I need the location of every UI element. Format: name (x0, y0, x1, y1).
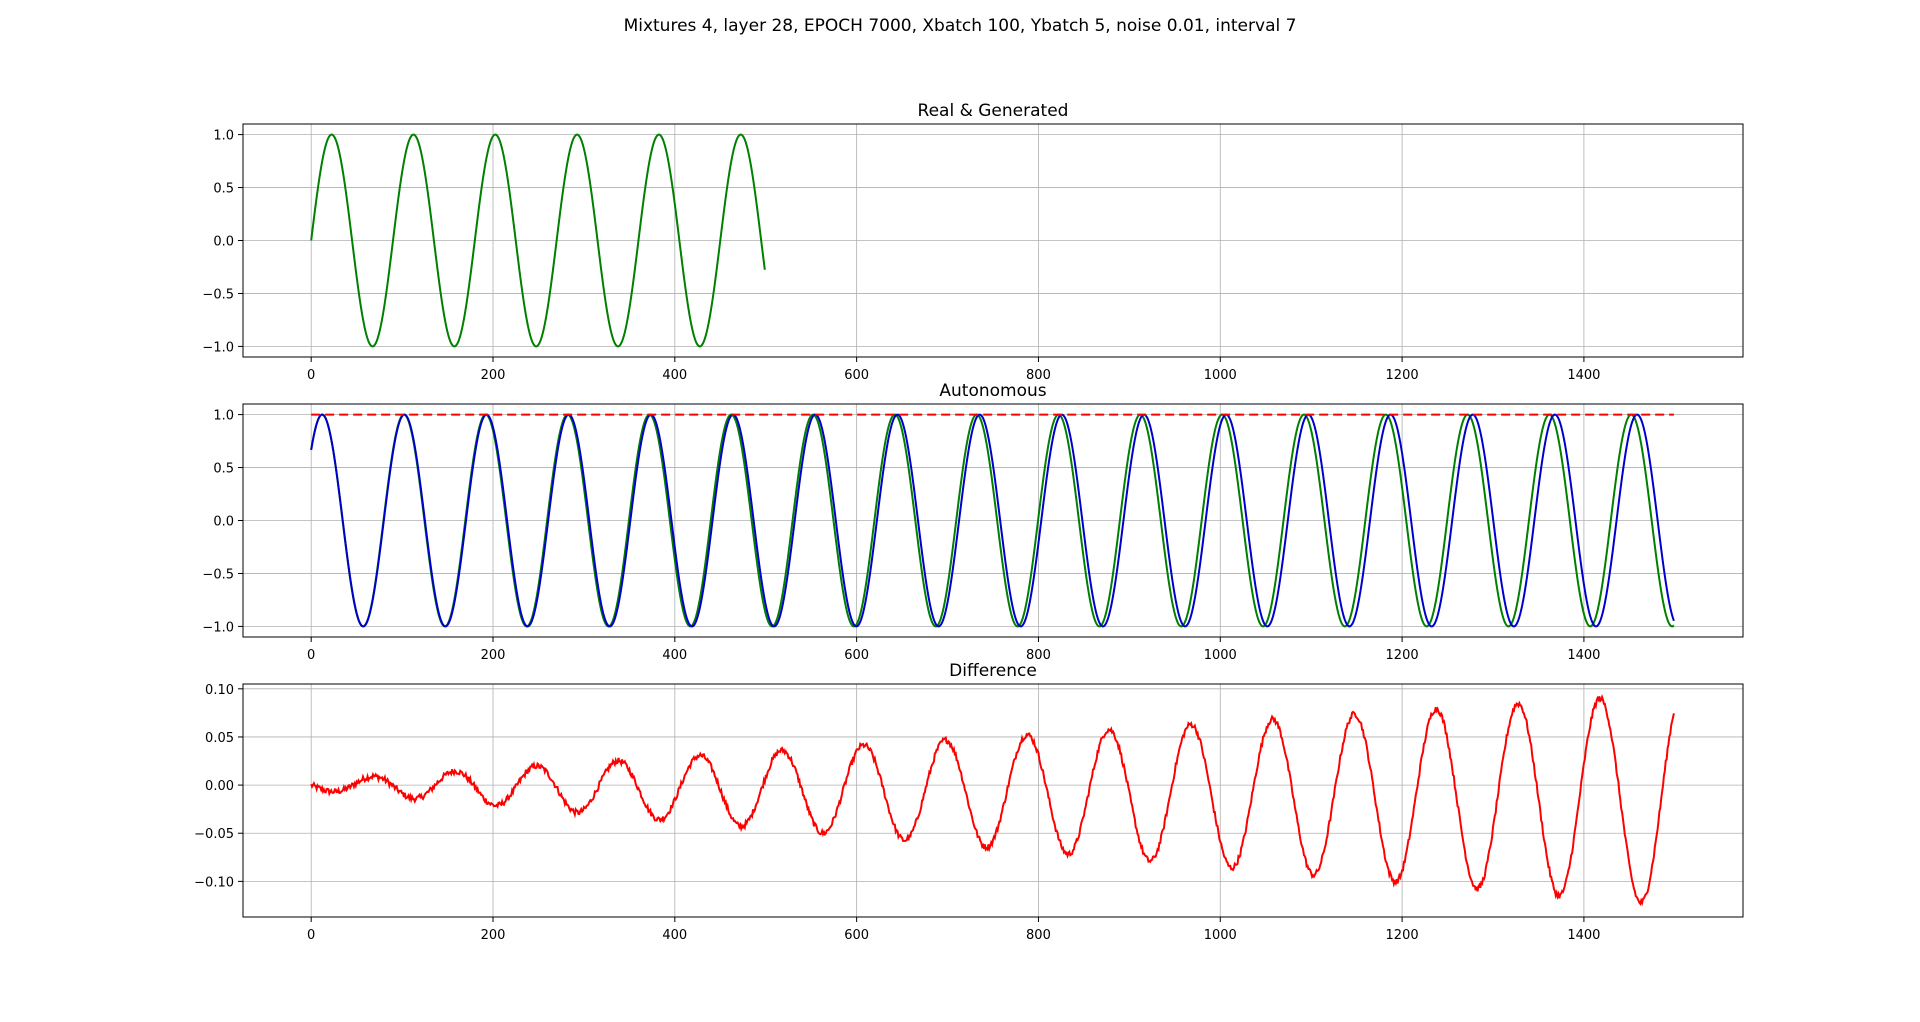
x-tick-label: 200 (481, 368, 506, 383)
y-tick-label: −1.0 (202, 620, 234, 635)
x-tick-label: 800 (1026, 368, 1051, 383)
y-tick-label: −1.0 (202, 340, 234, 355)
x-tick-label: 1000 (1204, 928, 1237, 943)
chart-panel-1: 0 200 400 600 800 1000 1200 1400 −1.0 −0.5 0.0 0.5 1… (202, 101, 1744, 383)
x-tick-label: 200 (481, 648, 506, 663)
x-tick-label: 600 (844, 648, 869, 663)
x-tick-label: 400 (662, 368, 687, 383)
figure-suptitle: Mixtures 4, layer 28, EPOCH 7000, Xbatch… (623, 16, 1297, 36)
x-tick-label: 1200 (1386, 368, 1419, 383)
y-tick-label: 0.10 (205, 683, 234, 698)
x-tick-label: 200 (481, 928, 506, 943)
x-tick-label: 1400 (1567, 368, 1600, 383)
y-tick-label: −0.05 (194, 827, 234, 842)
x-tick-label: 1200 (1386, 648, 1419, 663)
y-tick-label: 0.00 (205, 779, 234, 794)
y-tick-label: −0.10 (194, 875, 234, 890)
x-tick-label: 600 (844, 928, 869, 943)
x-tick-label: 1400 (1567, 928, 1600, 943)
x-tick-label: 0 (307, 648, 315, 663)
x-tick-label: 0 (307, 928, 315, 943)
axes-frame (242, 403, 1744, 638)
panel-title: Autonomous (939, 381, 1046, 401)
y-tick-label: 0.0 (213, 235, 234, 250)
x-tick-label: 1000 (1204, 648, 1237, 663)
x-tick-label: 800 (1026, 648, 1051, 663)
series-line-1 (310, 133, 766, 348)
panel-title: Real & Generated (918, 101, 1069, 121)
y-tick-label: −0.5 (202, 567, 234, 582)
x-tick-label: 1200 (1386, 928, 1419, 943)
x-tick-label: 1400 (1567, 648, 1600, 663)
y-tick-label: −0.5 (202, 287, 234, 302)
axes-frame (242, 683, 1744, 918)
y-tick-label: 0.05 (205, 731, 234, 746)
y-tick-label: 1.0 (213, 129, 234, 144)
y-tick-label: 0.5 (213, 182, 234, 197)
x-tick-label: 800 (1026, 928, 1051, 943)
series-line-1 (310, 693, 1675, 907)
x-tick-label: 600 (844, 368, 869, 383)
x-tick-label: 400 (662, 928, 687, 943)
x-tick-label: 0 (307, 368, 315, 383)
panel-title: Difference (949, 661, 1037, 681)
y-tick-label: 0.0 (213, 515, 234, 530)
axes-frame (242, 123, 1744, 358)
y-tick-label: 1.0 (213, 409, 234, 424)
y-tick-label: 0.5 (213, 462, 234, 477)
series-line-2 (310, 413, 1675, 628)
x-tick-label: 1000 (1204, 368, 1237, 383)
chart-panel-2: 0 200 400 600 800 1000 1200 1400 −1.0 −0.5 0.0 0.5 1… (202, 381, 1744, 663)
chart-panel-3: 0 200 400 600 800 1000 1200 1400 −0.10 −0.05 0.00 0… (194, 661, 1744, 943)
x-tick-label: 400 (662, 648, 687, 663)
